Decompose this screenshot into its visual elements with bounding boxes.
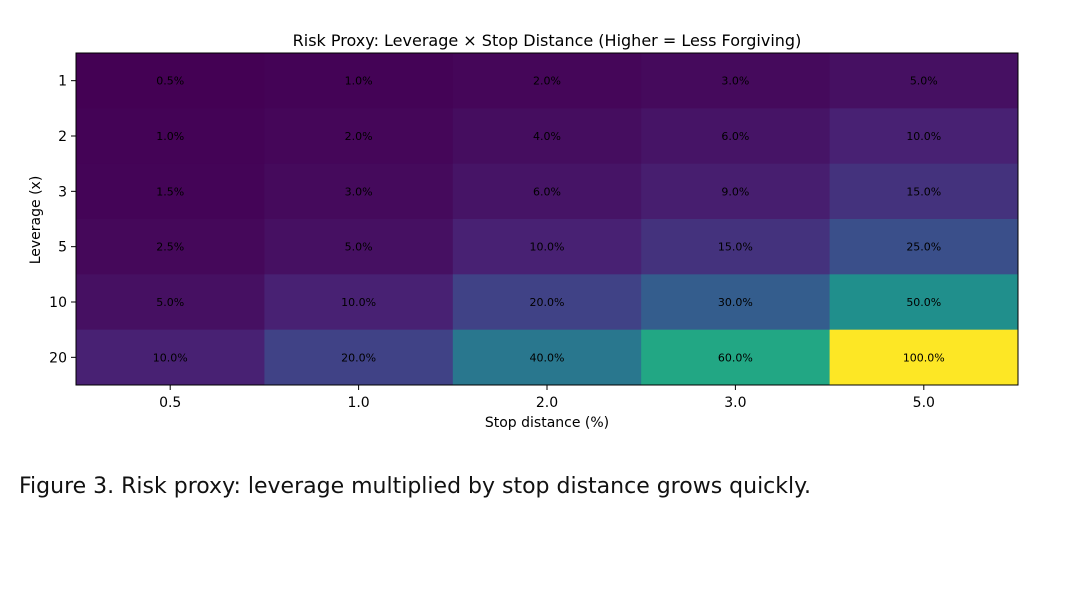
- x-tick-label: 1.0: [347, 395, 369, 411]
- cell-value-label: 10.0%: [341, 296, 376, 309]
- chart-title: Risk Proxy: Leverage × Stop Distance (Hi…: [293, 31, 802, 50]
- heatmap-cell: [829, 53, 1019, 109]
- heatmap-cell: [641, 108, 831, 165]
- y-tick-label: 2: [58, 129, 67, 145]
- y-tick-label: 10: [49, 295, 67, 311]
- heatmap-cell: [264, 274, 454, 331]
- y-axis-ticks: 1 2 3 5 10 20: [49, 74, 76, 366]
- heatmap-cell: [264, 163, 454, 220]
- heatmap-cell: [829, 329, 1019, 386]
- heatmap-cell: [264, 329, 454, 386]
- cell-value-label: 40.0%: [530, 351, 565, 364]
- cell-value-label: 3.0%: [345, 185, 373, 198]
- x-tick-label: 0.5: [159, 395, 181, 411]
- cell-value-label: 6.0%: [721, 130, 749, 143]
- cell-value-label: 5.0%: [345, 241, 373, 254]
- heatmap-cell: [76, 329, 265, 386]
- cell-value-label: 100.0%: [903, 351, 945, 364]
- cell-value-label: 9.0%: [721, 185, 749, 198]
- heatmap-cell: [452, 163, 642, 220]
- heatmap-cell: [829, 274, 1019, 331]
- cell-value-label: 0.5%: [156, 75, 184, 88]
- y-tick-label: 20: [49, 350, 67, 366]
- cell-value-label: 5.0%: [910, 75, 938, 88]
- cell-value-label: 3.0%: [721, 75, 749, 88]
- cell-value-label: 30.0%: [718, 296, 753, 309]
- cell-value-label: 2.5%: [156, 241, 184, 254]
- figure-caption: Figure 3. Risk proxy: leverage multiplie…: [19, 474, 811, 499]
- y-tick-label: 1: [58, 74, 67, 90]
- heatmap-cell: [76, 53, 265, 109]
- heatmap-cell: [452, 329, 642, 386]
- x-axis-label: Stop distance (%): [485, 415, 609, 431]
- heatmap-cell-labels: 0.5% 1.0% 2.0% 3.0% 5.0% 1.0% 2.0% 4.0% 6.0% 10.0…: [153, 75, 945, 365]
- heatmap-cell: [264, 108, 454, 165]
- x-axis-ticks: 0.5 1.0 2.0 3.0 5.0: [159, 385, 935, 411]
- cell-value-label: 5.0%: [156, 296, 184, 309]
- cell-value-label: 6.0%: [533, 185, 561, 198]
- cell-value-label: 10.0%: [530, 241, 565, 254]
- heatmap-cell: [829, 108, 1019, 165]
- heatmap-cell: [76, 108, 265, 165]
- heatmap-cell: [264, 53, 454, 109]
- heatmap-cell: [452, 274, 642, 331]
- cell-value-label: 20.0%: [341, 351, 376, 364]
- heatmap-cell: [452, 53, 642, 109]
- cell-value-label: 2.0%: [345, 130, 373, 143]
- heatmap-cells: [76, 53, 1019, 386]
- cell-value-label: 1.0%: [156, 130, 184, 143]
- y-tick-label: 3: [58, 184, 67, 200]
- heatmap-cell: [452, 219, 642, 275]
- heatmap-cell: [452, 108, 642, 165]
- heatmap-cell: [76, 163, 265, 220]
- x-tick-label: 5.0: [913, 395, 935, 411]
- heatmap-cell: [829, 163, 1019, 220]
- cell-value-label: 10.0%: [906, 130, 941, 143]
- y-tick-label: 5: [58, 240, 67, 256]
- heatmap-cell: [641, 219, 831, 275]
- cell-value-label: 50.0%: [906, 296, 941, 309]
- cell-value-label: 2.0%: [533, 75, 561, 88]
- x-tick-label: 3.0: [724, 395, 746, 411]
- cell-value-label: 1.0%: [345, 75, 373, 88]
- heatmap-cell: [641, 53, 831, 109]
- cell-value-label: 15.0%: [718, 241, 753, 254]
- heatmap-cell: [641, 274, 831, 331]
- cell-value-label: 1.5%: [156, 185, 184, 198]
- x-tick-label: 2.0: [536, 395, 558, 411]
- y-axis-label: Leverage (x): [28, 176, 44, 265]
- cell-value-label: 20.0%: [530, 296, 565, 309]
- heatmap-cell: [641, 163, 831, 220]
- heatmap-cell: [76, 274, 265, 331]
- cell-value-label: 4.0%: [533, 130, 561, 143]
- heatmap-cell: [641, 329, 831, 386]
- heatmap-cell: [829, 219, 1019, 275]
- heatmap-chart: Risk Proxy: Leverage × Stop Distance (Hi…: [28, 31, 1019, 431]
- cell-value-label: 15.0%: [906, 185, 941, 198]
- heatmap-cell: [76, 219, 265, 275]
- cell-value-label: 10.0%: [153, 351, 188, 364]
- cell-value-label: 60.0%: [718, 351, 753, 364]
- heatmap-cell: [264, 219, 454, 275]
- cell-value-label: 25.0%: [906, 241, 941, 254]
